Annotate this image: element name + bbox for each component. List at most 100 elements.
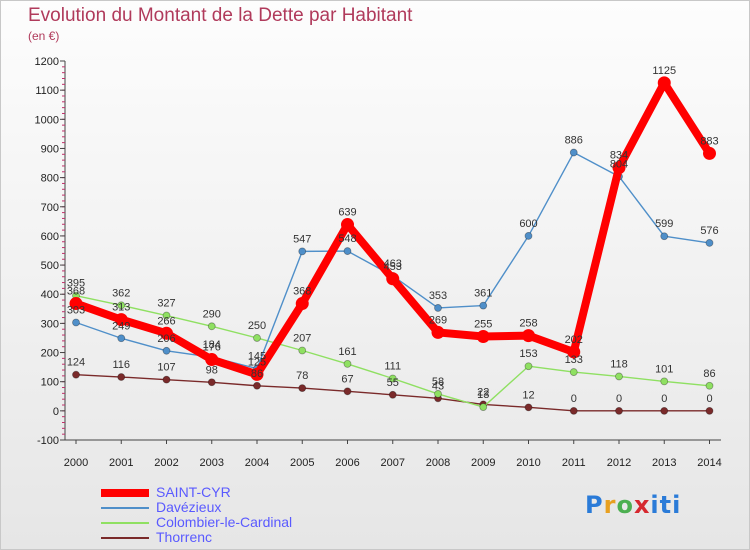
data-point xyxy=(660,232,669,241)
x-tick-label: 2004 xyxy=(245,457,269,469)
data-point xyxy=(705,239,714,247)
data-point xyxy=(343,387,352,396)
x-tick-label: 2012 xyxy=(607,457,631,469)
data-point xyxy=(298,247,307,256)
y-tick-label: 800 xyxy=(41,173,59,185)
data-label: 145 xyxy=(248,351,266,363)
y-tick-label: 300 xyxy=(41,318,59,330)
data-label: 883 xyxy=(700,135,718,147)
data-label: 207 xyxy=(293,332,311,344)
data-point xyxy=(524,362,533,371)
data-label: 98 xyxy=(206,364,218,376)
proxiti-logo: Proxiti xyxy=(585,491,682,519)
data-label: 101 xyxy=(655,363,673,375)
data-label: 327 xyxy=(157,298,175,310)
data-label: 368 xyxy=(67,286,85,298)
y-tick-label: 100 xyxy=(41,377,59,389)
data-label: 463 xyxy=(384,258,402,270)
x-tick-label: 2006 xyxy=(335,457,359,469)
x-tick-label: 2013 xyxy=(652,457,676,469)
data-point xyxy=(569,368,578,376)
data-label: 0 xyxy=(616,393,622,405)
legend-label: SAINT-CYR xyxy=(156,484,231,500)
data-point xyxy=(524,232,533,240)
data-point xyxy=(207,378,216,387)
data-point xyxy=(612,161,626,175)
legend-swatch xyxy=(101,522,149,524)
data-point xyxy=(207,322,216,331)
y-tick-label: 500 xyxy=(41,260,59,272)
x-tick-label: 2003 xyxy=(200,457,224,469)
data-label: 125 xyxy=(248,356,266,368)
data-label: 804 xyxy=(610,158,628,170)
data-label: 86 xyxy=(703,368,715,380)
data-point xyxy=(343,360,352,368)
data-point xyxy=(117,334,126,343)
y-tick-label: -100 xyxy=(37,435,59,447)
data-label: 313 xyxy=(112,302,130,314)
data-point xyxy=(160,326,173,340)
data-point xyxy=(343,247,352,255)
data-label: 0 xyxy=(571,393,577,405)
data-point xyxy=(205,353,219,367)
data-point xyxy=(162,375,171,384)
y-tick-label: 200 xyxy=(41,348,59,360)
data-label: 107 xyxy=(157,362,175,374)
x-tick-label: 2000 xyxy=(64,457,88,469)
legend-label: Colombier-le-Cardinal xyxy=(156,514,293,530)
data-label: 124 xyxy=(67,357,85,369)
data-label: 202 xyxy=(565,334,583,346)
data-label: 886 xyxy=(565,135,583,147)
data-label: 250 xyxy=(248,320,266,332)
y-tick-label: 700 xyxy=(41,202,59,214)
data-label: 22 xyxy=(477,386,489,398)
data-point xyxy=(431,325,445,339)
data-label: 290 xyxy=(203,308,221,320)
chart-title: Evolution du Montant de la Dette par Hab… xyxy=(28,5,413,26)
data-point xyxy=(253,381,261,390)
data-label: 576 xyxy=(700,225,718,237)
data-label: 255 xyxy=(474,319,492,331)
data-point xyxy=(524,403,533,412)
data-point xyxy=(476,330,490,344)
data-point xyxy=(114,313,128,327)
data-label: 133 xyxy=(565,354,583,366)
data-point xyxy=(705,381,714,390)
data-label: 834 xyxy=(610,150,628,162)
data-label: 13 xyxy=(477,389,489,401)
data-point xyxy=(117,373,126,381)
data-label: 303 xyxy=(67,305,85,317)
data-point xyxy=(522,329,535,343)
data-point xyxy=(388,374,397,383)
x-tick-label: 2008 xyxy=(426,457,450,469)
x-tick-label: 2010 xyxy=(516,457,540,469)
data-point xyxy=(72,318,80,327)
data-point xyxy=(388,390,397,399)
x-tick-label: 2009 xyxy=(471,457,495,469)
y-tick-label: 900 xyxy=(41,143,59,155)
data-point xyxy=(615,406,623,415)
data-label: 249 xyxy=(112,320,130,332)
data-point xyxy=(479,403,488,411)
data-point xyxy=(162,346,171,355)
data-point xyxy=(341,218,354,232)
data-label: 58 xyxy=(432,376,444,388)
data-label: 639 xyxy=(338,207,356,219)
x-tick-label: 2007 xyxy=(381,457,405,469)
data-point xyxy=(298,346,307,355)
data-label: 361 xyxy=(474,288,492,300)
y-tick-label: 0 xyxy=(53,406,59,418)
y-tick-label: 1000 xyxy=(35,114,59,126)
data-label: 395 xyxy=(67,278,85,290)
data-point xyxy=(298,384,307,393)
data-label: 1125 xyxy=(652,65,676,77)
data-point xyxy=(250,367,264,381)
data-label: 599 xyxy=(655,218,673,230)
legend-swatch xyxy=(101,507,149,509)
data-point xyxy=(253,334,261,342)
x-tick-label: 2002 xyxy=(154,457,178,469)
data-point xyxy=(660,377,669,386)
legend-swatch xyxy=(101,489,149,497)
x-tick-label: 2005 xyxy=(290,457,314,469)
